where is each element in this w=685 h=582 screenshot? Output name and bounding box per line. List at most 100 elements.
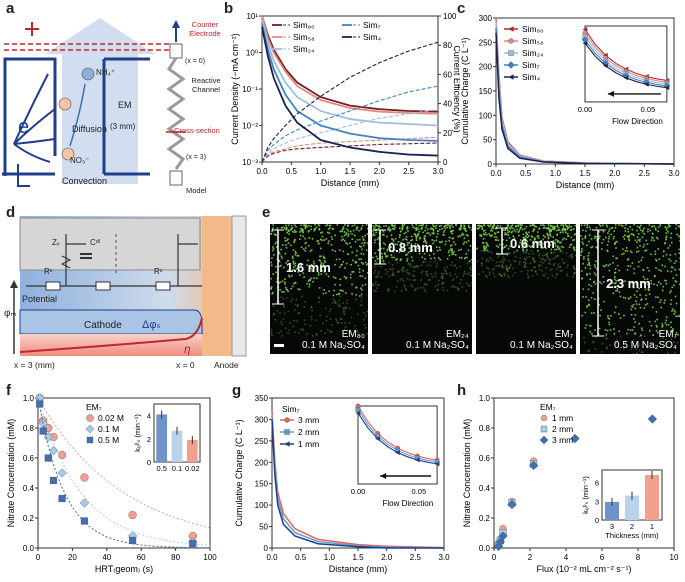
fluorescence-dot [574, 268, 576, 271]
fluorescence-dot [618, 291, 621, 293]
fluorescence-dot [411, 259, 414, 262]
fluorescence-dot [678, 315, 680, 317]
fluorescence-dot [505, 266, 507, 269]
em-block-edge [104, 57, 150, 176]
fluorescence-dot [373, 272, 376, 274]
fluorescence-dot [572, 239, 574, 242]
fluorescence-dot [557, 229, 560, 231]
fluorescence-dot [525, 225, 528, 228]
fluorescence-dot [572, 265, 575, 267]
fluorescence-dot [568, 255, 571, 258]
fluorescence-dot [657, 226, 660, 228]
fluorescence-dot [317, 240, 319, 242]
fluorescence-dot [418, 230, 421, 233]
fluorescence-dot [633, 224, 635, 226]
fluorescence-dot [438, 246, 441, 249]
fluorescence-dot [345, 233, 348, 236]
fluorescence-dot [498, 264, 500, 267]
fluorescence-dot [292, 261, 295, 264]
fluorescence-dot [298, 332, 300, 334]
fluorescence-dot [381, 260, 383, 263]
fluorescence-dot [278, 332, 280, 334]
fluorescence-dot [293, 231, 296, 233]
fluorescence-dot [311, 270, 313, 272]
fluorescence-dot [415, 288, 417, 290]
fluorescence-dot [638, 261, 640, 263]
fluorescence-dot [458, 227, 461, 230]
fluorescence-dot [460, 234, 463, 236]
fluorescence-dot [444, 269, 446, 271]
legend-label: 2 mm [552, 424, 573, 434]
fluorescence-dot [537, 237, 540, 239]
fluorescence-dot [331, 227, 334, 230]
fluorescence-dot [614, 268, 617, 270]
fluorescence-dot [450, 224, 453, 226]
fluorescence-dot [419, 236, 421, 239]
fluorescence-dot [651, 232, 654, 235]
fluorescence-dot [341, 228, 344, 230]
fluorescence-dot [376, 276, 379, 278]
fluorescence-dot [425, 245, 427, 247]
legend-label: 3 mm [298, 415, 319, 425]
data-point [539, 435, 549, 445]
fluorescence-dot [281, 257, 283, 259]
fluorescence-dot [533, 228, 535, 230]
fluorescence-dot [594, 283, 597, 285]
fluorescence-dot [538, 227, 541, 229]
fluorescence-dot [533, 242, 535, 245]
fluorescence-dot [415, 265, 418, 268]
fluorescence-dot [413, 270, 415, 273]
fluorescence-dot [284, 281, 286, 284]
fluorescence-dot [665, 324, 668, 326]
fluorescence-dot [313, 277, 315, 279]
fluorescence-dot [571, 253, 573, 256]
fluorescence-dot [287, 230, 290, 233]
fluorescence-dot [301, 230, 304, 233]
fluorescence-dot [290, 229, 292, 231]
flow-arrowhead [607, 90, 614, 97]
fluorescence-dot [552, 236, 554, 238]
fluorescence-dot [566, 228, 569, 231]
fluorescence-dot [280, 255, 283, 258]
fluorescence-dot [572, 276, 574, 278]
fluorescence-dot [673, 309, 676, 312]
fluorescence-dot [334, 263, 336, 266]
x-tick-label: 0.5 [286, 167, 298, 176]
fluorescence-dot [517, 224, 519, 226]
x-tick-label: 10 [670, 553, 679, 562]
fluorescence-dot [634, 332, 637, 334]
fluorescence-dot [675, 260, 677, 262]
fluorescence-dot [429, 264, 432, 267]
fluorescence-dot [573, 248, 575, 250]
fluorescence-dot [606, 250, 609, 253]
fluorescence-dot [672, 266, 674, 269]
fluorescence-dot [320, 266, 323, 269]
fluorescence-dot [392, 240, 395, 242]
fluorescence-dot [594, 329, 596, 331]
fluorescence-dot [387, 229, 389, 231]
fluorescence-dot [330, 308, 332, 310]
fluorescence-dot [655, 267, 657, 269]
depth-arrow [592, 229, 604, 337]
fluorescence-dot [524, 263, 526, 266]
data-point [58, 494, 66, 503]
fluorescence-dot [401, 277, 403, 280]
fluorescence-dot [512, 227, 514, 230]
fluorescence-dot [606, 338, 608, 340]
fluorescence-dot [537, 231, 539, 233]
fluorescence-dot [667, 231, 669, 233]
fluorescence-dot [653, 283, 655, 286]
fluorescence-dot [600, 309, 602, 311]
inset-y-tick-label: 0 [147, 458, 151, 467]
fluorescence-dot [272, 313, 275, 316]
fluorescence-dot [610, 315, 612, 317]
fluorescence-dot [406, 260, 408, 262]
fluorescence-dot [538, 265, 540, 268]
fluorescence-dot [670, 266, 673, 269]
fluorescence-dot [574, 224, 576, 227]
fluorescence-dot [375, 231, 377, 234]
fluorescence-dot [292, 325, 294, 328]
fluorescence-dot [466, 262, 469, 265]
fluorescence-dot [517, 231, 519, 233]
fluorescence-dot [574, 233, 576, 235]
